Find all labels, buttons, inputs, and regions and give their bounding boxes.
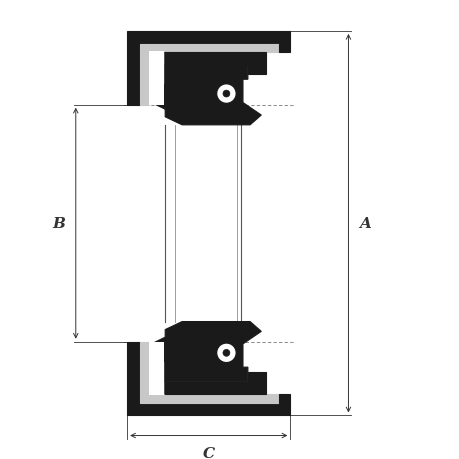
Text: B: B	[52, 217, 65, 231]
Polygon shape	[149, 337, 165, 395]
Polygon shape	[165, 53, 247, 65]
Polygon shape	[140, 53, 148, 106]
Circle shape	[216, 84, 236, 104]
Text: C: C	[202, 446, 214, 459]
Polygon shape	[279, 45, 290, 53]
Polygon shape	[165, 322, 261, 382]
Polygon shape	[127, 342, 140, 403]
Polygon shape	[149, 53, 165, 110]
Circle shape	[223, 350, 230, 357]
Polygon shape	[279, 394, 290, 403]
Circle shape	[223, 91, 230, 98]
Text: A: A	[359, 217, 370, 231]
Polygon shape	[165, 382, 247, 395]
Polygon shape	[140, 394, 279, 403]
Polygon shape	[247, 372, 265, 395]
Polygon shape	[140, 45, 279, 53]
Polygon shape	[148, 52, 164, 106]
Polygon shape	[127, 403, 290, 415]
Polygon shape	[127, 45, 140, 106]
Polygon shape	[165, 65, 261, 126]
Polygon shape	[127, 32, 290, 45]
Circle shape	[216, 343, 236, 363]
Polygon shape	[140, 342, 148, 394]
Polygon shape	[148, 342, 164, 396]
Polygon shape	[247, 53, 265, 75]
